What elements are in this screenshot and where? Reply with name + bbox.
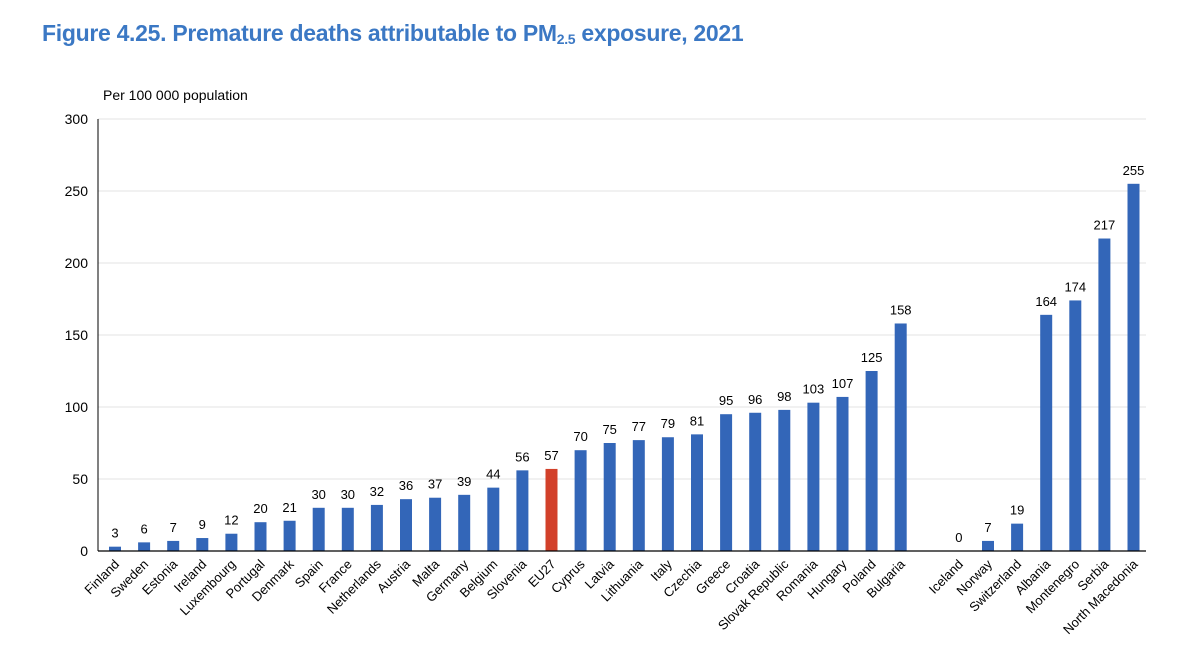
data-label: 81 <box>690 413 704 428</box>
title-suffix: exposure, 2021 <box>575 20 744 46</box>
data-label: 44 <box>486 467 500 482</box>
bar-malta <box>429 497 442 551</box>
category-label: Austria <box>374 556 414 596</box>
data-label: 77 <box>632 419 646 434</box>
data-label: 79 <box>661 416 675 431</box>
bar-portugal <box>254 522 267 551</box>
data-label: 95 <box>719 393 733 408</box>
bar-poland <box>865 371 878 551</box>
bar-germany <box>458 494 471 551</box>
data-label: 19 <box>1010 503 1024 518</box>
bar-spain <box>312 507 325 551</box>
bar-ireland <box>196 538 209 551</box>
y-tick-label: 200 <box>65 255 89 271</box>
data-label: 9 <box>199 517 206 532</box>
bar-slovenia <box>516 470 529 551</box>
bar-czechia <box>691 434 703 551</box>
data-label: 32 <box>370 484 384 499</box>
bar-france <box>341 507 354 551</box>
bar-montenegro <box>1069 300 1082 551</box>
bar-bulgaria <box>894 323 907 551</box>
bar-slovak-republic <box>778 409 791 551</box>
data-label: 7 <box>984 520 991 535</box>
bar-switzerland <box>1011 523 1024 551</box>
y-tick-label: 0 <box>80 543 88 559</box>
data-label: 164 <box>1035 294 1057 309</box>
y-tick-label: 50 <box>72 471 88 487</box>
bar-eu27 <box>545 468 558 551</box>
bar-serbia <box>1098 238 1111 551</box>
y-tick-label: 300 <box>65 111 89 127</box>
data-label: 36 <box>399 478 413 493</box>
data-label: 70 <box>573 429 587 444</box>
data-label: 12 <box>224 513 238 528</box>
data-label: 7 <box>170 520 177 535</box>
bar-albania <box>1040 314 1053 551</box>
chart-title: Figure 4.25. Premature deaths attributab… <box>42 20 744 47</box>
title-subscript: 2.5 <box>556 31 576 47</box>
bar-estonia <box>167 540 180 551</box>
data-label: 20 <box>253 501 267 516</box>
data-label: 21 <box>282 500 296 515</box>
bar-latvia <box>603 443 616 551</box>
title-prefix: Figure 4.25. Premature deaths attributab… <box>42 20 557 46</box>
data-label: 30 <box>311 487 325 502</box>
bar-greece <box>720 414 733 551</box>
data-label: 75 <box>602 422 616 437</box>
bar-norway <box>982 540 994 551</box>
data-label: 6 <box>140 521 147 536</box>
data-label: 56 <box>515 449 529 464</box>
data-label: 30 <box>341 487 355 502</box>
data-label: 96 <box>748 392 762 407</box>
bar-north-macedonia <box>1127 183 1140 552</box>
category-labels: FinlandSwedenEstoniaIrelandLuxembourgPor… <box>81 556 1141 637</box>
data-label: 217 <box>1094 218 1116 233</box>
gridlines <box>98 118 1146 480</box>
data-label: 37 <box>428 477 442 492</box>
y-tick-label: 250 <box>65 183 89 199</box>
bar-croatia <box>749 412 762 551</box>
y-tick-label: 150 <box>65 327 89 343</box>
bar-italy <box>661 437 674 551</box>
category-label: Cyprus <box>548 556 588 596</box>
data-label: 125 <box>861 350 883 365</box>
data-label: 3 <box>111 526 118 541</box>
bar-netherlands <box>370 504 383 551</box>
data-label: 0 <box>955 530 962 545</box>
bar-hungary <box>836 396 849 551</box>
bar-luxembourg <box>225 533 238 551</box>
bar-austria <box>400 499 412 551</box>
bar-cyprus <box>574 450 587 551</box>
data-label: 98 <box>777 389 791 404</box>
y-tick-label: 100 <box>65 399 89 415</box>
data-label: 103 <box>803 382 825 397</box>
bar-belgium <box>487 487 500 551</box>
data-label: 158 <box>890 302 912 317</box>
bars <box>109 183 1140 552</box>
bar-lithuania <box>632 440 645 551</box>
y-axis-unit-label: Per 100 000 population <box>103 87 248 103</box>
data-label: 174 <box>1064 279 1086 294</box>
bar-romania <box>807 402 820 551</box>
bar-denmark <box>283 520 296 551</box>
data-label: 255 <box>1123 163 1145 178</box>
bar-finland <box>109 546 121 551</box>
data-label: 107 <box>832 376 854 391</box>
bar-sweden <box>138 542 151 551</box>
data-label: 57 <box>544 448 558 463</box>
data-label: 39 <box>457 474 471 489</box>
